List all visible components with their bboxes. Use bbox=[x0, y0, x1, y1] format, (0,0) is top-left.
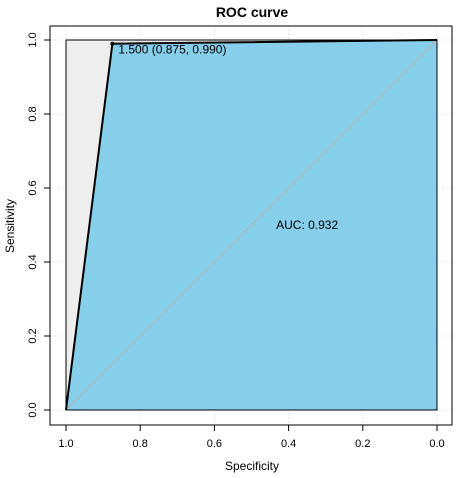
x-tick-label-4: 0.2 bbox=[355, 438, 370, 450]
y-tick-label-3: 0.6 bbox=[27, 180, 39, 195]
y-tick-label-2: 0.4 bbox=[27, 254, 39, 269]
x-tick-label-3: 0.4 bbox=[281, 438, 296, 450]
y-tick-label-0: 0.0 bbox=[27, 402, 39, 417]
y-axis-label: Sensitivity bbox=[3, 199, 17, 253]
threshold-point-label: 1.500 (0.875, 0.990) bbox=[118, 43, 226, 57]
y-tick-label-5: 1.0 bbox=[27, 32, 39, 47]
plot-frame bbox=[49, 25, 453, 426]
threshold-point-marker bbox=[110, 41, 115, 46]
y-tick-label-4: 0.8 bbox=[27, 106, 39, 121]
lines-layer bbox=[65, 39, 438, 411]
x-tick-label-5: 0.0 bbox=[429, 438, 444, 450]
x-tick-label-2: 0.6 bbox=[207, 438, 222, 450]
diagonal-reference-line bbox=[65, 39, 438, 411]
auc-label: AUC: 0.932 bbox=[276, 218, 338, 232]
x-tick-label-1: 0.8 bbox=[133, 438, 148, 450]
x-axis-label: Specificity bbox=[225, 459, 279, 473]
x-tick-label-0: 1.0 bbox=[58, 438, 73, 450]
chart-title: ROC curve bbox=[216, 4, 289, 20]
y-tick-label-1: 0.2 bbox=[27, 328, 39, 343]
axes-layer: 1.0 0.8 0.6 0.4 0.2 0.0 0.0 0.2 0.4 0.6 0.8 1.0 bbox=[27, 25, 453, 450]
